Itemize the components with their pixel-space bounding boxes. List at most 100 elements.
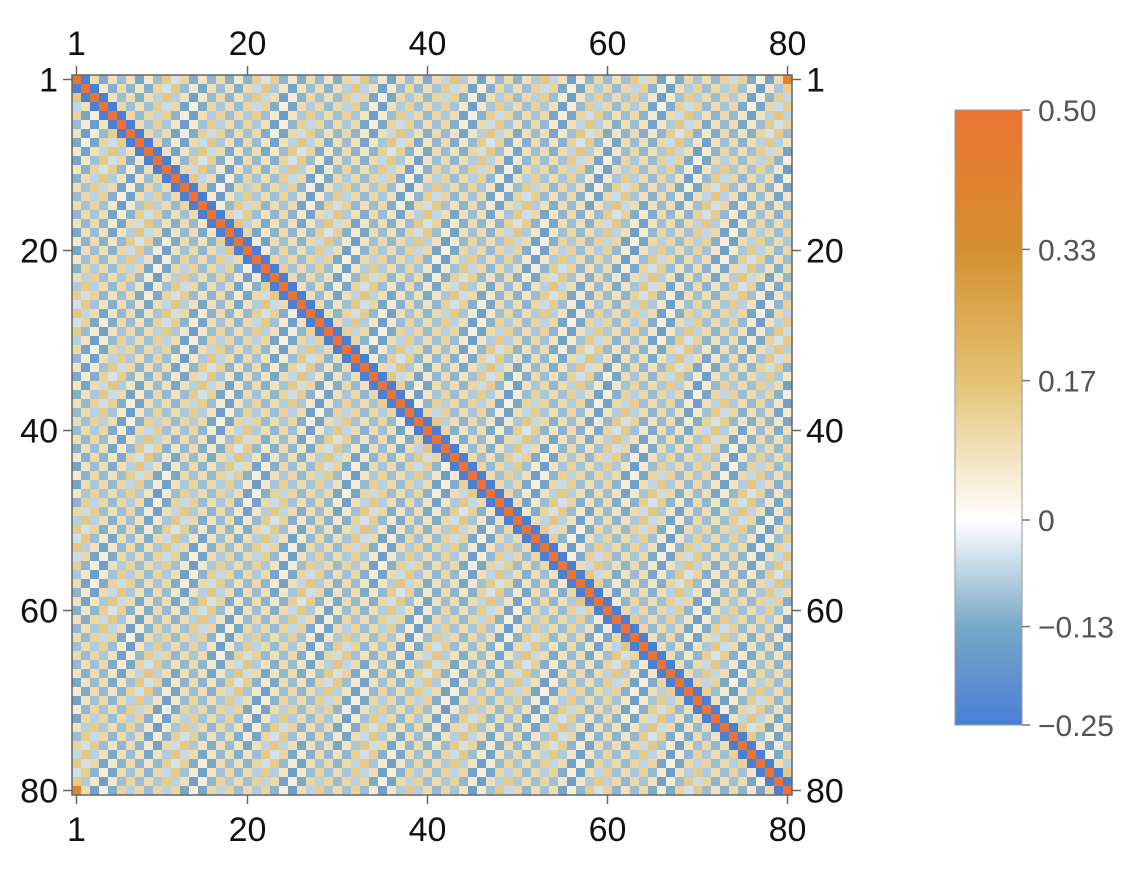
heatmap-cell xyxy=(396,489,406,499)
heatmap-cell xyxy=(675,453,685,463)
heatmap-cell xyxy=(423,237,433,247)
heatmap-cell xyxy=(603,210,613,220)
heatmap-cell xyxy=(459,147,469,157)
heatmap-cell xyxy=(711,111,721,121)
heatmap-cell xyxy=(405,318,415,328)
heatmap-cell xyxy=(99,93,109,103)
heatmap-cell xyxy=(585,291,595,301)
heatmap-cell xyxy=(711,489,721,499)
heatmap-cell xyxy=(711,174,721,184)
heatmap-cell xyxy=(585,543,595,553)
heatmap-cell xyxy=(297,426,307,436)
heatmap-cell xyxy=(315,624,325,634)
heatmap-cell xyxy=(765,525,775,535)
heatmap-cell xyxy=(540,84,550,94)
heatmap-cell xyxy=(558,615,568,625)
heatmap-cell xyxy=(360,417,370,427)
heatmap-cell xyxy=(621,597,631,607)
heatmap-cell xyxy=(342,588,352,598)
heatmap-cell xyxy=(414,147,424,157)
heatmap-cell xyxy=(441,327,451,337)
heatmap-cell xyxy=(477,156,487,166)
heatmap-cell xyxy=(693,435,703,445)
heatmap-cell xyxy=(279,435,289,445)
heatmap-cell xyxy=(693,237,703,247)
heatmap-cell xyxy=(522,282,532,292)
heatmap-cell xyxy=(486,534,496,544)
heatmap-cell xyxy=(126,498,136,508)
heatmap-cell xyxy=(504,579,514,589)
heatmap-cell xyxy=(522,345,532,355)
heatmap-cell xyxy=(783,606,793,616)
heatmap-cell xyxy=(351,462,361,472)
heatmap-cell xyxy=(135,345,145,355)
heatmap-cell xyxy=(567,327,577,337)
heatmap-cell xyxy=(279,84,289,94)
heatmap-cell xyxy=(270,480,280,490)
heatmap-cell xyxy=(603,138,613,148)
heatmap-cell xyxy=(405,93,415,103)
heatmap-cell xyxy=(207,489,217,499)
heatmap-cell xyxy=(72,381,82,391)
heatmap-cell xyxy=(369,444,379,454)
heatmap-cell xyxy=(342,129,352,139)
heatmap-cell xyxy=(387,435,397,445)
heatmap-cell xyxy=(774,84,784,94)
heatmap-cell xyxy=(423,570,433,580)
heatmap-cell xyxy=(270,246,280,256)
heatmap-cell xyxy=(531,579,541,589)
heatmap-cell xyxy=(513,435,523,445)
heatmap-cell xyxy=(90,354,100,364)
heatmap-cell xyxy=(162,228,172,238)
heatmap-cell xyxy=(72,408,82,418)
heatmap-cell xyxy=(351,273,361,283)
heatmap-cell xyxy=(450,507,460,517)
heatmap-cell xyxy=(765,264,775,274)
heatmap-cell xyxy=(756,93,766,103)
heatmap-cell xyxy=(306,624,316,634)
heatmap-cell xyxy=(675,390,685,400)
heatmap-cell xyxy=(504,534,514,544)
heatmap-cell xyxy=(144,417,154,427)
heatmap-cell xyxy=(720,174,730,184)
heatmap-cell xyxy=(198,255,208,265)
heatmap-cell xyxy=(360,435,370,445)
heatmap-cell xyxy=(153,300,163,310)
heatmap-cell xyxy=(324,453,334,463)
heatmap-cell xyxy=(477,516,487,526)
heatmap-cell xyxy=(90,606,100,616)
heatmap-cell xyxy=(657,372,667,382)
heatmap-cell xyxy=(486,147,496,157)
heatmap-cell xyxy=(324,345,334,355)
heatmap-cell xyxy=(405,363,415,373)
heatmap-cell xyxy=(126,543,136,553)
heatmap-cell xyxy=(423,345,433,355)
heatmap-cell xyxy=(639,129,649,139)
heatmap-cell xyxy=(720,282,730,292)
heatmap-cell xyxy=(279,354,289,364)
heatmap-cell xyxy=(387,471,397,481)
heatmap-cell xyxy=(459,192,469,202)
heatmap-cell xyxy=(360,534,370,544)
heatmap-cell xyxy=(72,228,82,238)
heatmap-cell xyxy=(369,570,379,580)
heatmap-cell xyxy=(729,417,739,427)
heatmap-cell xyxy=(585,561,595,571)
heatmap-cell xyxy=(243,579,253,589)
heatmap-cell xyxy=(729,165,739,175)
heatmap-cell xyxy=(558,174,568,184)
heatmap-cell xyxy=(594,165,604,175)
heatmap-cell xyxy=(135,624,145,634)
heatmap-cell xyxy=(126,282,136,292)
heatmap-cell xyxy=(747,579,757,589)
heatmap-cell xyxy=(432,273,442,283)
heatmap-cell xyxy=(585,255,595,265)
heatmap-cell xyxy=(531,210,541,220)
heatmap-cell xyxy=(603,453,613,463)
heatmap-cell xyxy=(243,156,253,166)
heatmap-cell xyxy=(234,147,244,157)
heatmap-cell xyxy=(81,543,91,553)
heatmap-cell xyxy=(342,174,352,184)
heatmap-cell xyxy=(684,615,694,625)
heatmap-cell xyxy=(324,192,334,202)
